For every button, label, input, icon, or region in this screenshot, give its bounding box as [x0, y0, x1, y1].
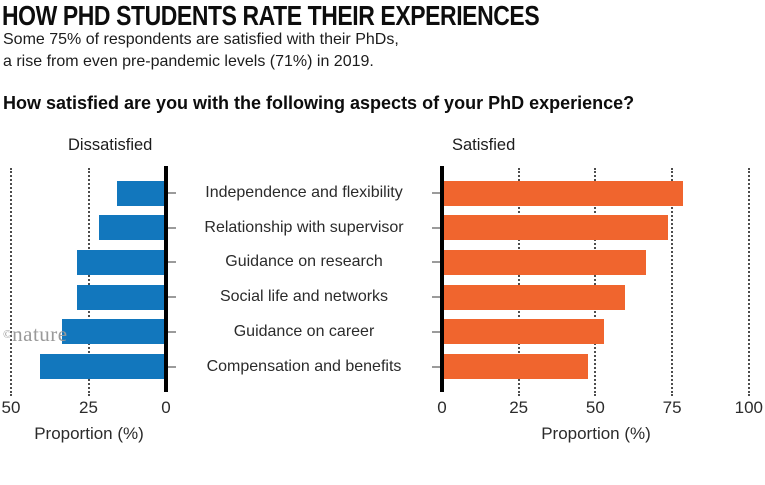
category-tick-left-1 [168, 226, 176, 229]
tick-label-right-100: 100 [734, 398, 763, 417]
category-label-5: Compensation and benefits [206, 357, 402, 375]
category-label-3: Social life and networks [219, 288, 389, 306]
category-label-0: Independence and flexibility [205, 184, 403, 201]
chart-subtitle-line1: Some 75% of respondents are satisfied wi… [3, 31, 399, 48]
bar-dissatisfied-1 [99, 215, 164, 241]
x-axis-label-right: Proportion (%) [541, 424, 651, 443]
gridline-right-50 [594, 168, 597, 396]
category-tick-left-3 [168, 296, 176, 299]
tick-label-left-50: 50 [1, 398, 21, 417]
gridline-left-25 [87, 168, 90, 396]
series-label-satisfied: Satisfied [452, 136, 516, 154]
tick-label-left-25: 25 [79, 398, 98, 417]
chart-subtitle-line2: a rise from even pre-pandemic levels (71… [3, 53, 374, 70]
category-tick-left-0 [168, 192, 176, 194]
nature-logo: nature [12, 322, 68, 346]
chart-area: Dissatisfied Satisfied Proportion (%) Pr… [0, 130, 765, 485]
bar-dissatisfied-2 [77, 249, 164, 275]
x-axis-label-left: Proportion (%) [34, 424, 144, 443]
bar-satisfied-1 [444, 215, 668, 241]
bar-dissatisfied-5 [40, 354, 164, 379]
bar-satisfied-4 [444, 319, 604, 345]
series-label-dissatisfied: Dissatisfied [68, 136, 153, 154]
category-tick-left-4 [168, 330, 176, 333]
chart-title: HOW PHD STUDENTS RATE THEIR EXPERIENCES [2, 0, 540, 31]
gridline-left-50 [10, 168, 12, 396]
category-tick-left-5 [168, 365, 176, 368]
tick-label-right-25: 25 [509, 398, 529, 417]
axis-line-left [164, 166, 168, 392]
bar-satisfied-3 [444, 284, 625, 310]
survey-question: How satisfied are you with the following… [3, 93, 635, 113]
category-tick-right-5 [432, 365, 440, 368]
bar-dissatisfied-0 [117, 180, 164, 206]
bar-satisfied-0 [444, 180, 683, 206]
bar-dissatisfied-4 [62, 319, 164, 345]
tick-label-right-50: 50 [585, 398, 605, 417]
category-tick-right-1 [432, 226, 440, 229]
category-label-1: Relationship with supervisor [204, 218, 404, 236]
tick-label-right-75: 75 [662, 398, 682, 417]
gridline-right-25 [517, 168, 520, 396]
copyright-symbol: © [3, 327, 13, 341]
tick-label-right-0: 0 [437, 398, 447, 417]
category-tick-left-2 [168, 261, 176, 264]
tick-label-left-0: 0 [161, 398, 171, 417]
gridline-right-100 [747, 168, 750, 396]
bar-satisfied-5 [444, 354, 588, 379]
category-tick-right-0 [432, 192, 440, 194]
nature-credit: ©nature [3, 322, 68, 347]
gridline-right-75 [671, 168, 674, 396]
category-tick-right-4 [432, 330, 440, 333]
category-label-2: Guidance on research [225, 253, 383, 271]
category-tick-right-3 [432, 296, 440, 299]
bar-dissatisfied-3 [77, 284, 164, 310]
axis-line-right [440, 166, 444, 392]
category-tick-right-2 [432, 261, 440, 264]
category-label-4: Guidance on career [233, 322, 375, 340]
bar-satisfied-2 [444, 249, 646, 275]
